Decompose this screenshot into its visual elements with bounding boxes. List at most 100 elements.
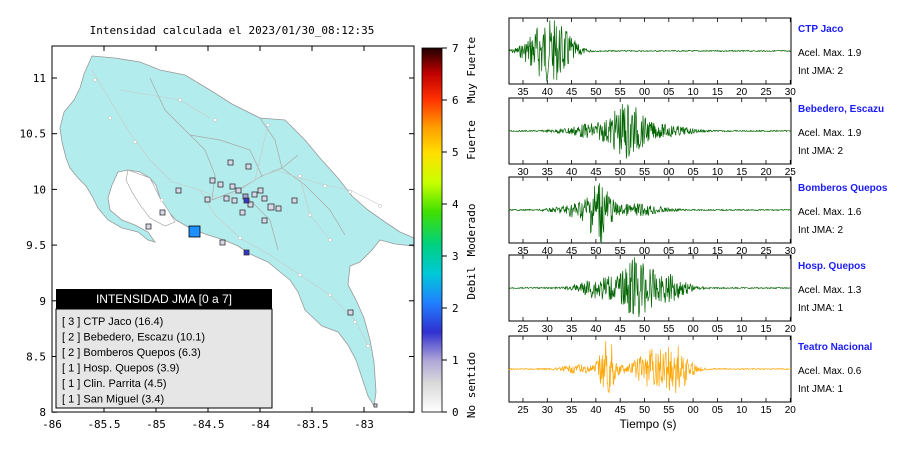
map-x-tick-label: -83	[354, 418, 374, 431]
seismogram-tick-label: 30	[785, 246, 797, 257]
seismogram-panel: 25 30 35 40 45 50 55 00 05 10 15 20 Hosp. Quepos Acel…	[508, 254, 866, 335]
map-x-tick-label: -85.5	[87, 418, 120, 431]
map-y-tick-label: 11	[33, 72, 46, 85]
acel-max: Acel. Max. 1.9	[798, 48, 862, 59]
map-x-tick-label: -86	[42, 418, 62, 431]
colorbar-level-label: Muy Fuerte	[465, 37, 478, 103]
seismogram-tick-label: 45	[590, 167, 602, 178]
seismogram-tick-label: 20	[736, 246, 748, 257]
station-name: Teatro Nacional	[798, 342, 872, 353]
seismogram-trace	[508, 257, 792, 318]
seismogram-trace	[508, 183, 792, 243]
seismogram-tick-label: 10	[688, 87, 700, 98]
map-y-tick-label: 10.5	[20, 128, 47, 141]
intensity-colorbar: 0 1 2 3 4 5 6 7 No sentido Debil Moderado Fuerte Mu…	[421, 37, 478, 419]
seismogram-tick-label: 50	[639, 324, 651, 335]
colorbar-tick-label: 7	[452, 42, 459, 55]
seismogram-tick-label: 40	[590, 324, 602, 335]
acel-max: Acel. Max. 1.6	[798, 207, 862, 218]
seismogram-tick-label: 50	[590, 246, 602, 257]
map-x-axis: -86 -85.5 -85 -84.5 -84 -83.5 -83	[42, 46, 374, 431]
seismogram-tick-label: 45	[615, 405, 627, 416]
seismogram-tick-label: 25	[760, 87, 772, 98]
int-jma: Int JMA: 1	[798, 303, 843, 314]
seismogram-tick-label: 55	[663, 405, 675, 416]
map-y-tick-label: 8	[39, 406, 46, 419]
seismogram-panel: 25 30 35 40 45 50 55 00 05 10 15 20 Teatro Nacional A…	[508, 335, 872, 416]
legend-item: [ 1 ] San Miguel (3.4)	[62, 394, 164, 406]
seismogram-tick-label: 15	[712, 87, 724, 98]
station-name: Hosp. Quepos	[798, 261, 866, 272]
seismogram-tick-label: 05	[712, 405, 724, 416]
legend-title: INTENSIDAD JMA [0 a 7]	[96, 292, 232, 306]
seismogram-tick-label: 45	[615, 324, 627, 335]
colorbar-level-label: No sentido	[465, 352, 478, 418]
map-title: Intensidad calculada el 2023/01/30_08:12…	[90, 24, 375, 37]
seismogram-tick-label: 05	[688, 167, 700, 178]
seismogram-tick-label: 20	[736, 87, 748, 98]
seismogram-tick-label: 10	[736, 405, 748, 416]
colorbar-tick-label: 1	[452, 354, 459, 367]
seismogram-tick-label: 15	[760, 405, 772, 416]
station-name: CTP Jaco	[798, 24, 843, 35]
seismogram-trace	[508, 20, 792, 82]
seismogram-tick-label: 50	[590, 87, 602, 98]
seismogram-tick-label: 30	[785, 87, 797, 98]
seismogram-tick-label: 10	[736, 324, 748, 335]
seismogram-tick-label: 05	[712, 324, 724, 335]
seismogram-trace	[508, 103, 792, 159]
colorbar-level-label: Moderado	[465, 204, 478, 257]
int-jma: Int JMA: 2	[798, 146, 843, 157]
seismogram-tick-label: 10	[688, 246, 700, 257]
acel-max: Acel. Max. 0.6	[798, 366, 862, 377]
legend-item: [ 2 ] Bebedero, Escazu (10.1)	[62, 332, 205, 344]
seismogram-tick-label: 45	[566, 246, 578, 257]
seismogram-tick-label: 00	[639, 246, 651, 257]
seismogram-tick-label: 40	[542, 246, 554, 257]
intensity-legend: INTENSIDAD JMA [0 a 7] [ 3 ] CTP Jaco (1…	[55, 289, 273, 409]
seismogram-tick-label: 50	[639, 405, 651, 416]
seismogram-panel: 35 40 45 50 55 00 05 10 15 20 25 30 CTP Jaco Acel. Ma…	[508, 17, 862, 98]
map-y-tick-label: 9.5	[26, 239, 46, 252]
colorbar-tick-label: 6	[452, 94, 459, 107]
seismogram-tick-label: 25	[517, 324, 529, 335]
legend-item: [ 1 ] Clin. Parrita (4.5)	[62, 378, 167, 390]
seismogram-tick-label: 15	[736, 167, 748, 178]
int-jma: Int JMA: 1	[798, 384, 843, 395]
seismogram-tick-label: 35	[517, 246, 529, 257]
seismogram-tick-label: 55	[639, 167, 651, 178]
seismogram-tick-label: 55	[615, 87, 627, 98]
legend-item: [ 3 ] CTP Jaco (16.4)	[62, 316, 163, 328]
seismogram-tick-label: 05	[663, 246, 675, 257]
station-name: Bebedero, Escazu	[798, 104, 884, 115]
colorbar-tick-label: 4	[452, 198, 459, 211]
map-y-tick-label: 10	[33, 183, 46, 196]
seismogram-x-label: Tiempo (s)	[620, 417, 677, 431]
seismogram-tick-label: 25	[760, 246, 772, 257]
seismogram-tick-label: 55	[663, 324, 675, 335]
map-x-tick-label: -84.5	[191, 418, 224, 431]
int-jma: Int JMA: 2	[798, 225, 843, 236]
seismogram-tick-label: 35	[566, 405, 578, 416]
seismogram-tick-label: 25	[517, 405, 529, 416]
acel-max: Acel. Max. 1.3	[798, 285, 862, 296]
seismogram-tick-label: 10	[712, 167, 724, 178]
colorbar-level-label: Debil	[465, 266, 478, 299]
map-x-tick-label: -84	[250, 418, 270, 431]
legend-item: [ 1 ] Hosp. Quepos (3.9)	[62, 363, 179, 375]
seismogram-tick-label: 00	[663, 167, 675, 178]
colorbar-tick-label: 3	[452, 250, 459, 263]
seismogram-tick-label: 40	[590, 405, 602, 416]
colorbar-tick-label: 2	[452, 302, 459, 315]
map-x-tick-label: -83.5	[295, 418, 328, 431]
colorbar-tick-label: 0	[452, 406, 459, 419]
seismogram-tick-label: 05	[663, 87, 675, 98]
seismogram-tick-label: 15	[712, 246, 724, 257]
seismogram-panel: 30 35 40 45 50 55 00 05 10 15 20 25 Bebedero, Escazu…	[508, 97, 884, 178]
costa-rica-land	[59, 55, 415, 408]
seismogram-tick-label: 15	[760, 324, 772, 335]
seismogram-tick-label: 20	[785, 405, 797, 416]
station-ctp-jaco	[188, 225, 201, 238]
seismogram-tick-label: 35	[566, 324, 578, 335]
seismogram-tick-label: 55	[615, 246, 627, 257]
